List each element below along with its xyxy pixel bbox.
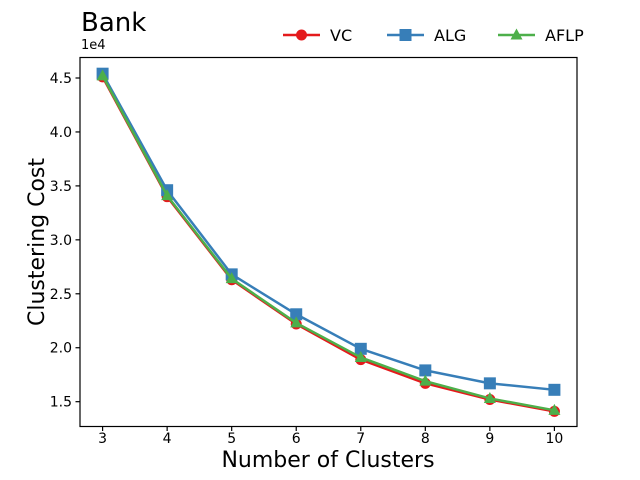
series-marker-AFLP [354, 350, 367, 362]
x-tick-label: 7 [356, 431, 365, 447]
series-marker-ALG [290, 308, 303, 321]
x-tick-label: 4 [163, 431, 172, 447]
series-line-ALG [101, 73, 555, 392]
y-tick-label: 4.0 [50, 125, 72, 141]
legend-label-ALG: ALG [434, 26, 466, 45]
series-marker-ALG [548, 383, 561, 396]
y-axis-label: Clustering Cost [25, 158, 50, 326]
legend-marker-VC [296, 29, 307, 41]
chart-title: Bank [81, 8, 146, 38]
x-tick-label: 10 [545, 431, 563, 447]
series-marker-AFLP [290, 316, 303, 328]
y-tick-label: 1.5 [50, 395, 72, 411]
y-tick-label: 3.0 [50, 233, 72, 249]
legend: VC ALG AFLP [283, 26, 584, 45]
series-marker-AFLP [225, 272, 238, 284]
series-marker-AFLP [161, 189, 174, 201]
series-marker-AFLP [483, 391, 496, 403]
y-tick-label: 2.0 [50, 341, 72, 357]
series-marker-AFLP [419, 374, 432, 386]
y-tick-label: 2.5 [50, 287, 72, 303]
series-line-VC [101, 76, 555, 413]
legend-marker-ALG [399, 29, 412, 41]
legend-label-VC: VC [330, 26, 352, 45]
series-marker-ALG [419, 364, 432, 377]
series-marker-ALG [483, 377, 496, 390]
x-tick-label: 8 [421, 431, 430, 447]
x-axis-label: Number of Clusters [221, 448, 434, 473]
x-tick-label: 3 [98, 431, 107, 447]
legend-marker-AFLP [510, 28, 523, 40]
plot-area: 3 4 5 6 7 8 9 10 1.5 2.0 2.5 3.0 3.5 4.0 4.5 [50, 56, 578, 447]
y-tick-label: 4.5 [50, 71, 72, 87]
series-line-AFLP [101, 75, 555, 412]
x-tick-label: 9 [485, 431, 494, 447]
x-tick-label: 5 [227, 431, 236, 447]
series-marker-AFLP [96, 69, 109, 81]
axes-frame [79, 56, 578, 428]
series-marker-AFLP [548, 403, 561, 415]
y-tick-label: 3.5 [50, 179, 72, 195]
series-marker-ALG [354, 342, 367, 355]
legend-label-AFLP: AFLP [545, 26, 584, 45]
y-axis-offset-label: 1e4 [81, 38, 106, 53]
x-tick-label: 6 [292, 431, 301, 447]
